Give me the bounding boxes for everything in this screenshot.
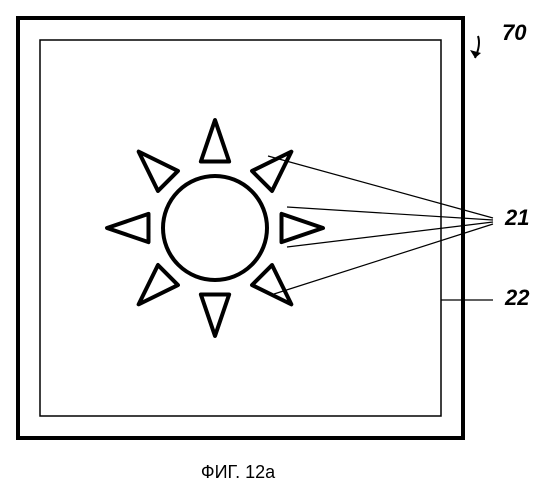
label-21: 21 <box>504 205 529 230</box>
sun-ray <box>201 120 229 161</box>
sun-circle <box>163 176 267 280</box>
outer-frame <box>18 18 463 438</box>
label-22: 22 <box>504 285 530 310</box>
sun-ray <box>139 152 178 191</box>
label-70: 70 <box>502 20 527 45</box>
leader-21 <box>268 156 493 218</box>
inner-frame <box>40 40 441 416</box>
sun-ray <box>252 265 291 304</box>
sun-ray <box>282 214 323 242</box>
sun-ray <box>107 214 148 242</box>
sun-ray <box>201 295 229 336</box>
arrow-70-head <box>470 50 481 58</box>
figure-caption: ФИГ. 12a <box>201 462 276 482</box>
sun-ray <box>139 265 178 304</box>
